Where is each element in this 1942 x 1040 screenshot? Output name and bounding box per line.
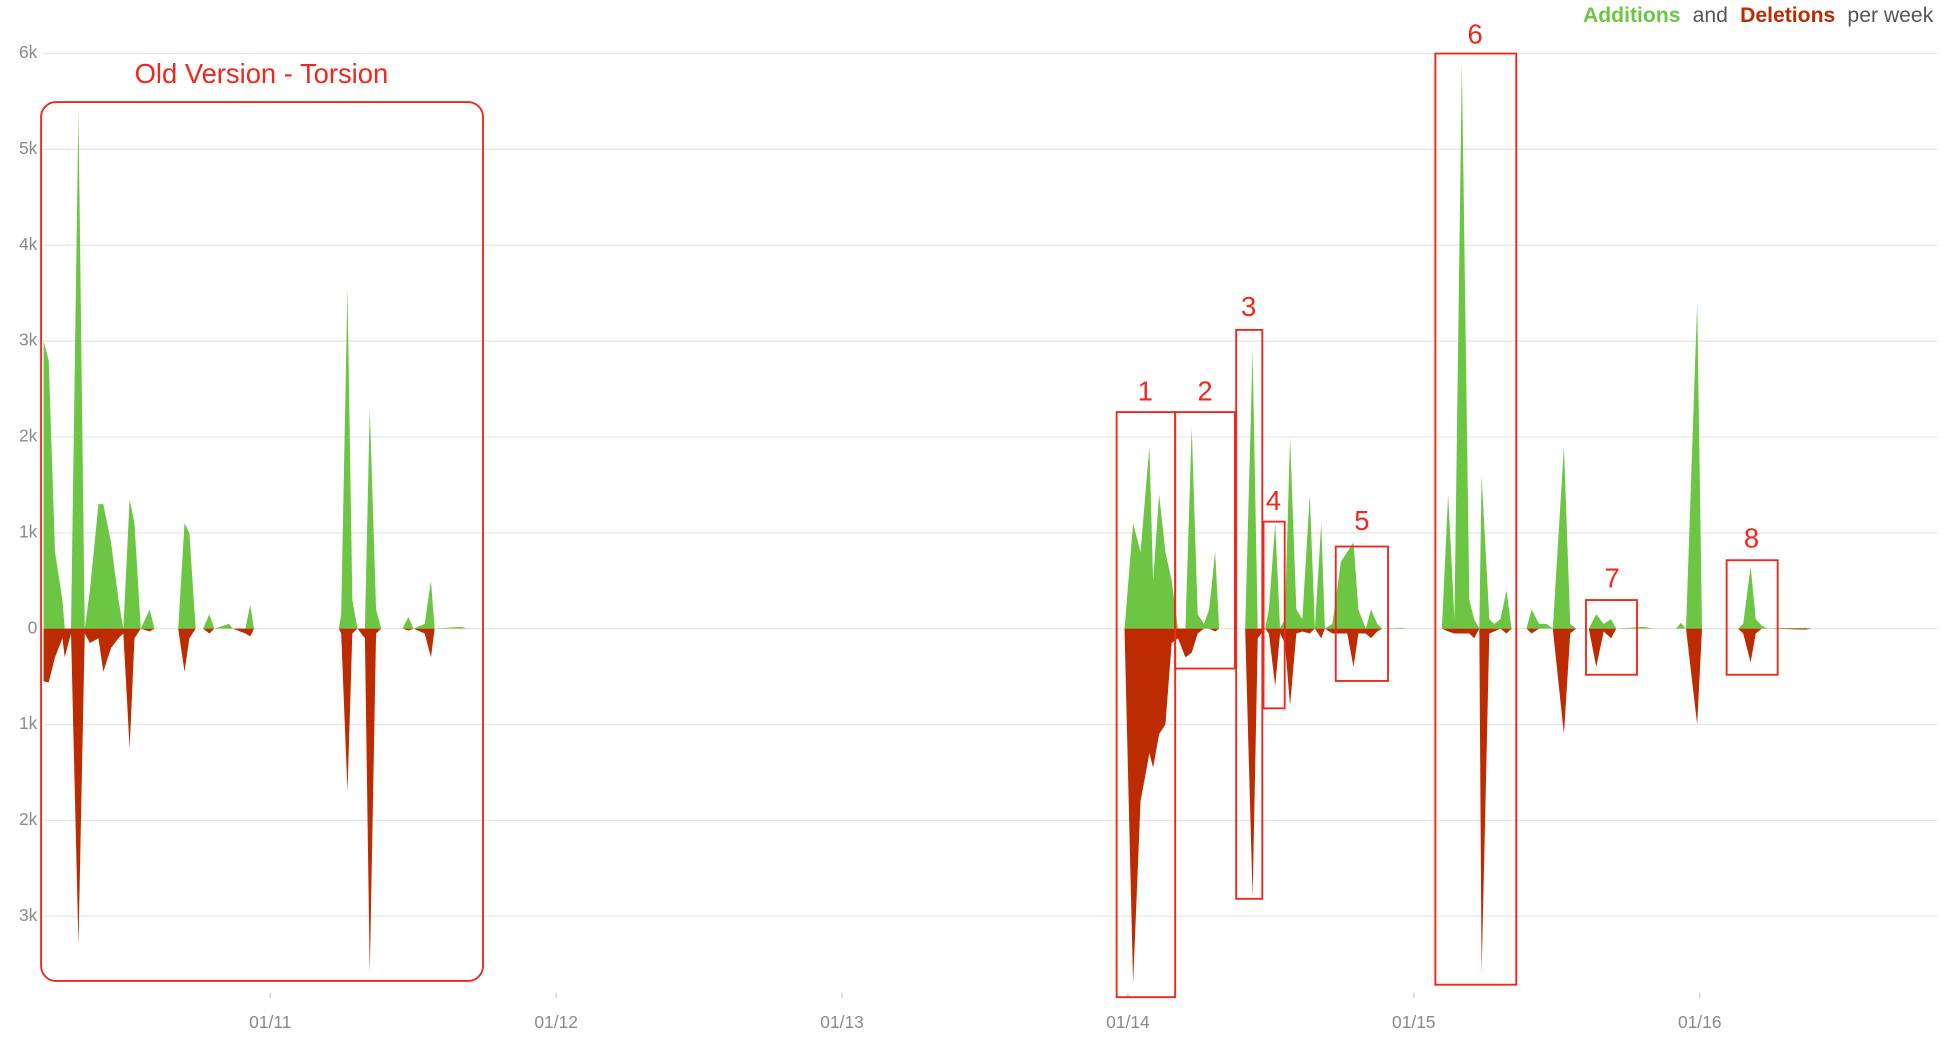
annotation-box	[1434, 52, 1518, 986]
annotation-box	[1174, 411, 1236, 670]
area	[43, 63, 1837, 629]
annotation-label: 1	[1138, 376, 1153, 407]
x-tick-label: 01/16	[1678, 1012, 1722, 1032]
x-tick-label: 01/14	[1106, 1012, 1150, 1032]
y-tick-label: 4k	[19, 234, 38, 254]
area	[43, 628, 1837, 984]
x-tick-label: 01/15	[1392, 1012, 1436, 1032]
legend-entry: Deletions	[1740, 4, 1835, 27]
annotation-box	[1585, 599, 1638, 676]
annotation-box	[1235, 328, 1264, 900]
annotation-label: 5	[1354, 505, 1369, 536]
x-tick-label: 01/12	[534, 1012, 578, 1032]
y-tick-label: 1k	[19, 713, 38, 733]
legend-text: and	[1693, 4, 1728, 27]
annotation-box	[1262, 520, 1286, 710]
legend-text: per week	[1847, 4, 1933, 27]
y-tick-label: 1k	[19, 521, 38, 541]
annotation-box	[1115, 411, 1177, 999]
y-tick-label: 0	[28, 617, 38, 637]
y-tick-label: 3k	[19, 905, 38, 925]
annotation-label: 8	[1744, 523, 1759, 554]
annotation-label: 7	[1604, 562, 1619, 593]
y-tick-label: 3k	[19, 330, 38, 350]
x-tick-label: 01/11	[249, 1012, 291, 1032]
y-tick-label: 6k	[19, 42, 38, 62]
y-tick-label: 2k	[19, 426, 38, 446]
annotation-label: 6	[1468, 18, 1483, 49]
legend-entry: Additions	[1583, 4, 1681, 27]
annotation-label: Old Version - Torsion	[135, 58, 389, 89]
annotation-box	[1725, 559, 1779, 676]
annotation-label: 2	[1197, 376, 1212, 407]
annotation-label: 4	[1266, 485, 1281, 516]
annotation-box	[1334, 545, 1389, 682]
annotation-box	[40, 101, 484, 982]
legend: Additions and Deletions per week	[1583, 4, 1934, 27]
y-tick-label: 5k	[19, 138, 38, 158]
x-tick-label: 01/13	[820, 1012, 864, 1032]
annotation-label: 3	[1241, 291, 1256, 322]
y-tick-label: 2k	[19, 809, 38, 829]
